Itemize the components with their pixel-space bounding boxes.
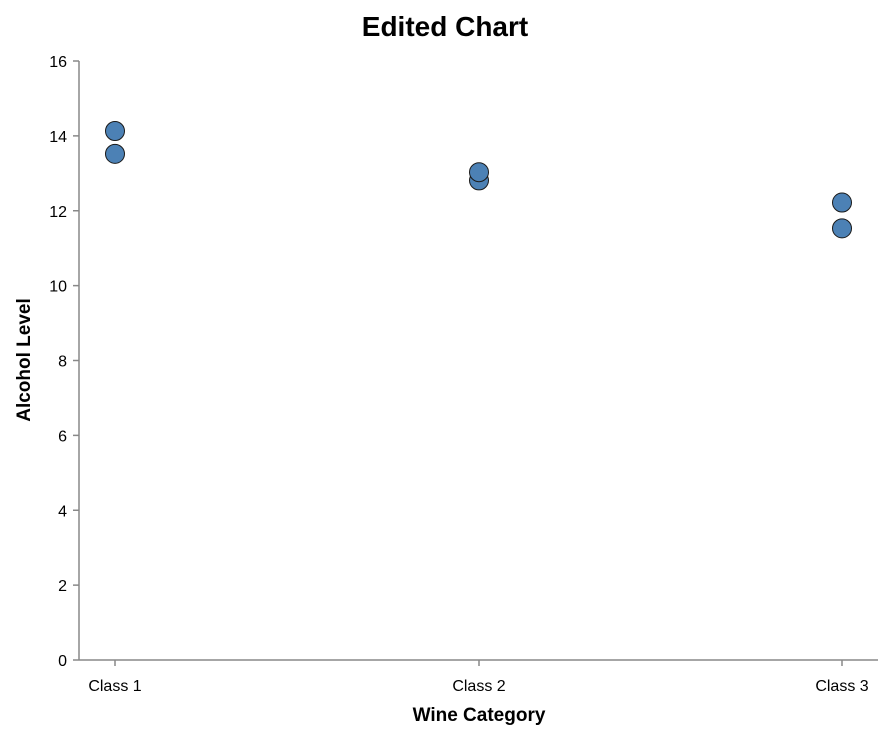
data-point [832, 192, 852, 213]
data-point [105, 143, 125, 164]
y-tick-label: 6 [58, 428, 67, 445]
x-tick-label: Class 1 [88, 678, 141, 695]
y-tick-label: 12 [49, 204, 67, 221]
x-axis-title: Wine Category [413, 705, 546, 726]
data-point [832, 218, 852, 239]
y-tick-label: 0 [58, 653, 67, 670]
y-tick-label: 2 [58, 578, 67, 595]
y-axis: 0 2 4 6 8 10 12 14 16 [49, 54, 80, 670]
data-points [105, 121, 852, 239]
x-axis: Class 1 Class 2 Class 3 [79, 659, 878, 695]
y-tick-label: 4 [58, 503, 67, 520]
x-tick-label: Class 2 [452, 678, 505, 695]
chart-title: Edited Chart [362, 11, 528, 42]
data-point [105, 121, 125, 142]
x-tick-label: Class 3 [815, 678, 868, 695]
y-axis-title: Alcohol Level [14, 298, 35, 422]
data-point [469, 162, 489, 183]
y-tick-label: 10 [49, 279, 67, 296]
y-tick-label: 16 [49, 54, 67, 71]
y-tick-label: 14 [49, 129, 67, 146]
y-tick-label: 8 [58, 354, 67, 371]
